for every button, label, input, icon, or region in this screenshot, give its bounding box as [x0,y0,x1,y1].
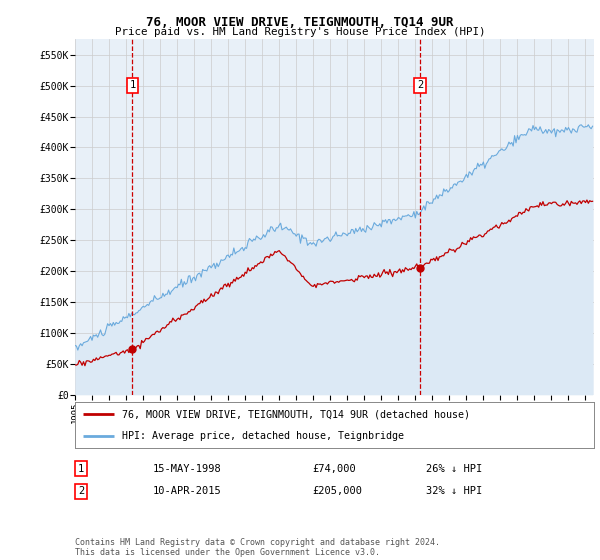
Text: 1: 1 [129,81,136,90]
Text: Contains HM Land Registry data © Crown copyright and database right 2024.
This d: Contains HM Land Registry data © Crown c… [75,538,440,557]
Text: 1: 1 [78,464,84,474]
Text: 32% ↓ HPI: 32% ↓ HPI [426,486,482,496]
Text: 76, MOOR VIEW DRIVE, TEIGNMOUTH, TQ14 9UR (detached house): 76, MOOR VIEW DRIVE, TEIGNMOUTH, TQ14 9U… [122,409,470,419]
Text: 26% ↓ HPI: 26% ↓ HPI [426,464,482,474]
Text: 76, MOOR VIEW DRIVE, TEIGNMOUTH, TQ14 9UR: 76, MOOR VIEW DRIVE, TEIGNMOUTH, TQ14 9U… [146,16,454,29]
Text: 2: 2 [417,81,423,90]
Text: 15-MAY-1998: 15-MAY-1998 [153,464,222,474]
Text: £205,000: £205,000 [312,486,362,496]
Text: HPI: Average price, detached house, Teignbridge: HPI: Average price, detached house, Teig… [122,431,404,441]
Text: £74,000: £74,000 [312,464,356,474]
Text: 10-APR-2015: 10-APR-2015 [153,486,222,496]
Text: Price paid vs. HM Land Registry's House Price Index (HPI): Price paid vs. HM Land Registry's House … [115,27,485,37]
Text: 2: 2 [78,486,84,496]
